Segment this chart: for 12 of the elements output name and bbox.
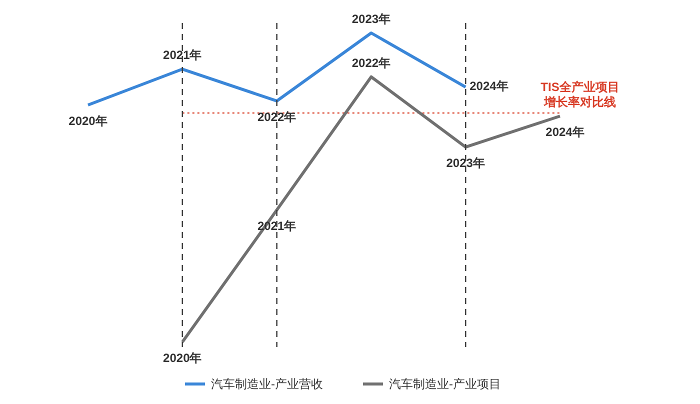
annotation: 2023年	[446, 156, 485, 170]
annotation: 2022年	[257, 110, 296, 124]
annotation: 2023年	[352, 12, 391, 26]
ref-line-label: TIS全产业项目增长率对比线	[540, 80, 620, 110]
annotation: 2024年	[470, 79, 508, 94]
legend-label: 汽车制造业-产业项目	[389, 377, 501, 391]
annotation: 2021年	[163, 48, 202, 62]
annotation: 2022年	[352, 56, 391, 70]
legend-label: 汽车制造业-产业营收	[211, 377, 323, 391]
annotation: 2024年	[546, 125, 584, 140]
annotation: 2020年	[68, 114, 108, 128]
annotation: 2020年	[163, 351, 202, 365]
